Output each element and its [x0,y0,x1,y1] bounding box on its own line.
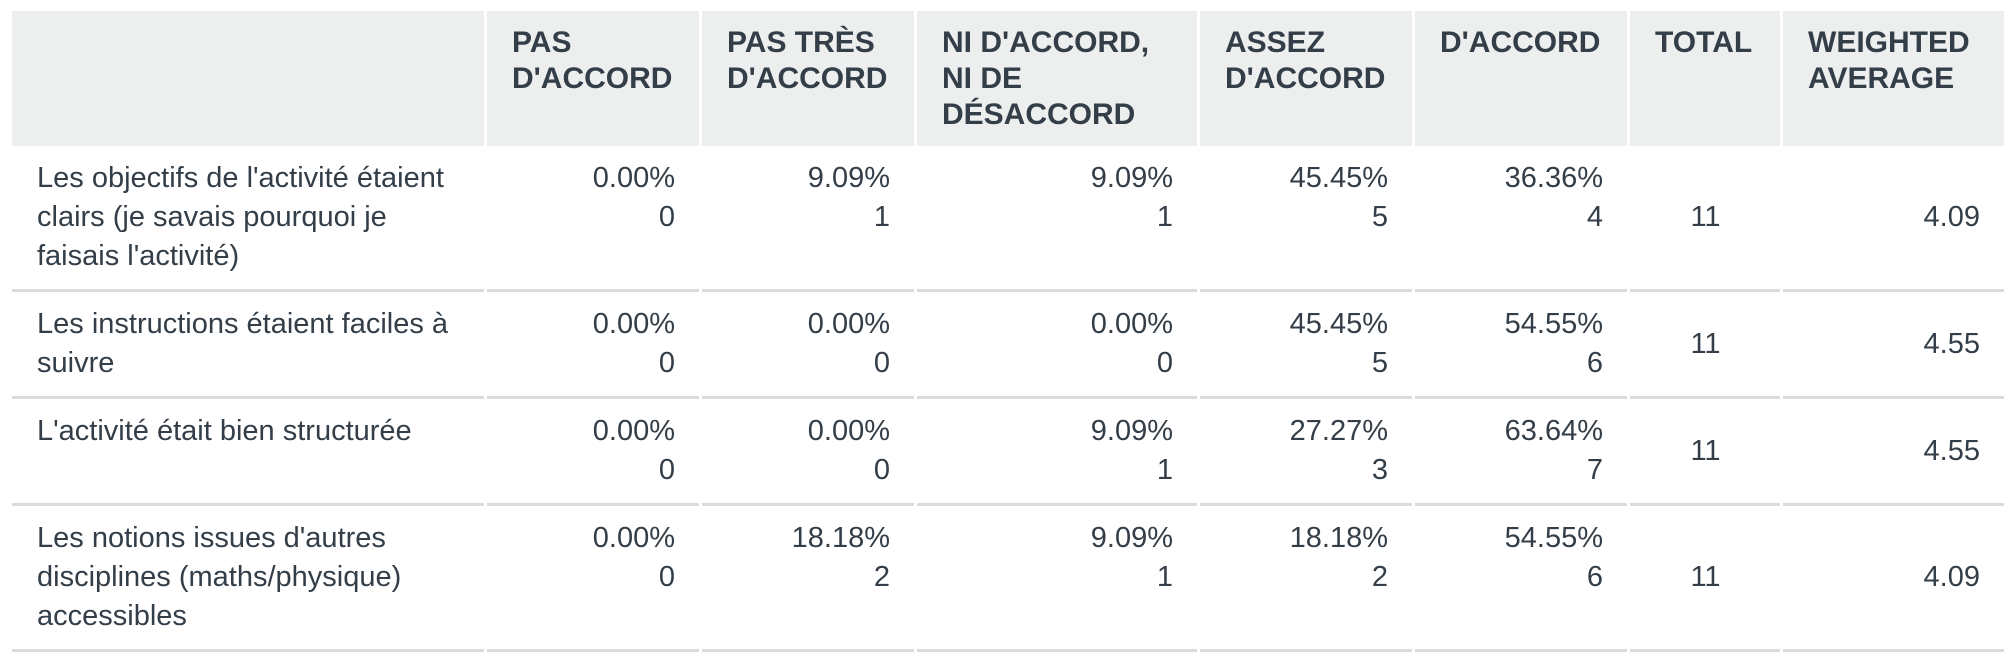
percent-value: 0.00% [512,412,675,451]
weighted-average-cell: 4.55 [1783,292,2004,399]
percent-value: 9.09% [942,519,1173,558]
header-assez-daccord: ASSEZ D'ACCORD [1200,11,1412,146]
weighted-average-cell: 4.55 [1783,399,2004,506]
count-value: 0 [512,344,675,383]
count-value: 1 [727,198,890,237]
percent-value: 9.09% [942,159,1173,198]
answer-cell: 0.00% 0 [487,506,699,652]
count-value: 1 [942,198,1173,237]
percent-value: 18.18% [1225,519,1388,558]
answer-cell: 54.55% 6 [1415,506,1627,652]
answer-cell: 0.00% 0 [702,399,914,506]
count-value: 0 [727,451,890,490]
row-label: L'activité était bien structurée [12,399,484,506]
total-cell: 11 [1630,506,1780,652]
answer-cell: 9.09% 1 [702,146,914,292]
percent-value: 45.45% [1225,305,1388,344]
answer-cell: 9.09% 1 [917,506,1197,652]
header-pas-daccord: PAS D'ACCORD [487,11,699,146]
answer-cell: 0.00% 0 [917,292,1197,399]
count-value: 1 [942,451,1173,490]
row-label: Les notions issues d'autres disciplines … [12,506,484,652]
count-value: 0 [942,344,1173,383]
answer-cell: 27.27% 3 [1200,399,1412,506]
count-value: 2 [727,558,890,597]
row-label: Les instructions étaient faciles à suivr… [12,292,484,399]
header-daccord: D'ACCORD [1415,11,1627,146]
count-value: 6 [1440,558,1603,597]
count-value: 4 [1440,198,1603,237]
answer-cell: 54.55% 6 [1415,292,1627,399]
count-value: 0 [727,344,890,383]
percent-value: 54.55% [1440,305,1603,344]
answer-cell: 18.18% 2 [702,506,914,652]
count-value: 0 [512,198,675,237]
count-value: 3 [1225,451,1388,490]
header-pas-tres-daccord: PAS TRÈS D'ACCORD [702,11,914,146]
answer-cell: 36.36% 4 [1415,146,1627,292]
table-row: Les instructions étaient faciles à suivr… [12,292,2004,399]
count-value: 5 [1225,198,1388,237]
percent-value: 0.00% [727,305,890,344]
header-weighted-average: WEIGHTED AVERAGE [1783,11,2004,146]
count-value: 7 [1440,451,1603,490]
percent-value: 0.00% [512,519,675,558]
percent-value: 0.00% [512,305,675,344]
percent-value: 0.00% [727,412,890,451]
answer-cell: 18.18% 2 [1200,506,1412,652]
percent-value: 45.45% [1225,159,1388,198]
percent-value: 54.55% [1440,519,1603,558]
percent-value: 36.36% [1440,159,1603,198]
answer-cell: 45.45% 5 [1200,292,1412,399]
percent-value: 63.64% [1440,412,1603,451]
header-ni-daccord-ni-de-desaccord: NI D'ACCORD, NI DE DÉSACCORD [917,11,1197,146]
row-label: Les objectifs de l'activité étaient clai… [12,146,484,292]
table-row: L'activité était bien structurée 0.00% 0 … [12,399,2004,506]
total-cell: 11 [1630,146,1780,292]
weighted-average-cell: 4.09 [1783,146,2004,292]
percent-value: 9.09% [727,159,890,198]
total-cell: 11 [1630,292,1780,399]
answer-cell: 9.09% 1 [917,146,1197,292]
answer-cell: 45.45% 5 [1200,146,1412,292]
answer-cell: 63.64% 7 [1415,399,1627,506]
answer-cell: 0.00% 0 [487,292,699,399]
answer-cell: 9.09% 1 [917,399,1197,506]
count-value: 1 [942,558,1173,597]
count-value: 2 [1225,558,1388,597]
header-total: TOTAL [1630,11,1780,146]
percent-value: 9.09% [942,412,1173,451]
table-row: Les objectifs de l'activité étaient clai… [12,146,2004,292]
count-value: 6 [1440,344,1603,383]
percent-value: 18.18% [727,519,890,558]
answer-cell: 0.00% 0 [487,399,699,506]
count-value: 0 [512,558,675,597]
count-value: 5 [1225,344,1388,383]
answer-cell: 0.00% 0 [487,146,699,292]
table-row: Les notions issues d'autres disciplines … [12,506,2004,652]
total-cell: 11 [1630,399,1780,506]
percent-value: 0.00% [942,305,1173,344]
header-row: PAS D'ACCORD PAS TRÈS D'ACCORD NI D'ACCO… [12,11,2004,146]
percent-value: 27.27% [1225,412,1388,451]
survey-results-table: PAS D'ACCORD PAS TRÈS D'ACCORD NI D'ACCO… [9,11,2007,652]
percent-value: 0.00% [512,159,675,198]
header-question [12,11,484,146]
answer-cell: 0.00% 0 [702,292,914,399]
count-value: 0 [512,451,675,490]
weighted-average-cell: 4.09 [1783,506,2004,652]
